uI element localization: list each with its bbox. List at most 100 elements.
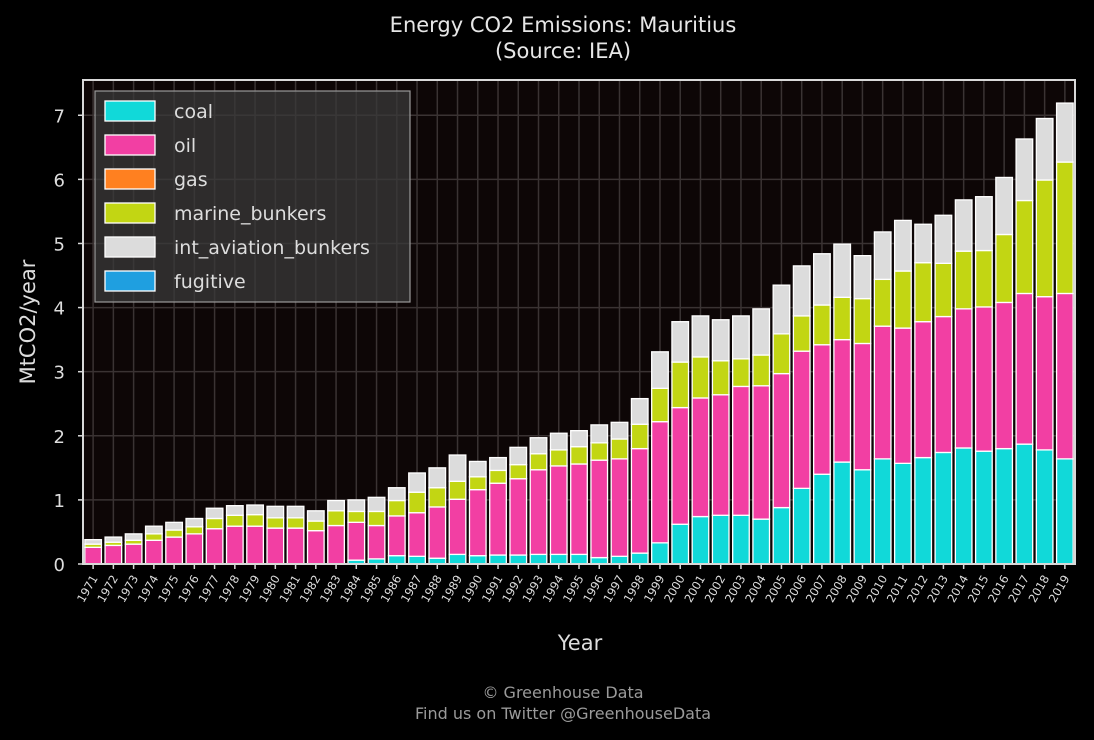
legend-swatch-oil — [104, 134, 156, 156]
bar-marine_bunkers-2000 — [671, 361, 690, 409]
bar-coal-2004 — [752, 518, 771, 565]
chart-title-block: Energy CO2 Emissions: Mauritius (Source:… — [0, 12, 1094, 64]
legend-swatch-int_aviation_bunkers — [104, 236, 156, 258]
bar-coal-2011 — [893, 462, 912, 565]
bar-oil-1989 — [448, 498, 467, 556]
bar-coal-1997 — [610, 555, 629, 565]
bar-oil-1986 — [387, 515, 406, 557]
bar-coal-2000 — [671, 523, 690, 565]
bar-oil-1975 — [165, 536, 184, 565]
bar-int_aviation_bunkers-2005 — [772, 284, 791, 335]
y-tick-label: 6 — [54, 170, 65, 191]
bar-int_aviation_bunkers-1974 — [144, 525, 163, 535]
bar-marine_bunkers-2005 — [772, 333, 791, 375]
bar-coal-2005 — [772, 506, 791, 565]
bar-oil-2004 — [752, 385, 771, 520]
y-tick-label: 7 — [54, 106, 65, 127]
bar-oil-1993 — [529, 469, 548, 556]
bar-coal-2019 — [1055, 458, 1074, 565]
legend-swatch-marine_bunkers — [104, 202, 156, 224]
bar-coal-2013 — [934, 451, 953, 565]
bar-marine_bunkers-1989 — [448, 480, 467, 500]
bar-int_aviation_bunkers-2011 — [893, 219, 912, 272]
bar-marine_bunkers-2014 — [954, 250, 973, 310]
bar-int_aviation_bunkers-1990 — [468, 460, 487, 478]
bar-coal-1990 — [468, 555, 487, 565]
y-axis-ticks: 0 1 2 3 4 5 6 7 — [54, 106, 83, 576]
bar-marine_bunkers-2006 — [792, 315, 811, 352]
credit-block: © Greenhouse Data Find us on Twitter @Gr… — [0, 682, 1094, 724]
bar-int_aviation_bunkers-1998 — [630, 397, 649, 425]
bar-oil-1982 — [306, 530, 325, 565]
bar-oil-1974 — [144, 539, 163, 565]
bar-int_aviation_bunkers-1981 — [286, 505, 305, 519]
bar-oil-2006 — [792, 350, 811, 490]
bar-int_aviation_bunkers-2019 — [1055, 102, 1074, 163]
legend-label-oil: oil — [174, 135, 196, 157]
bar-int_aviation_bunkers-1996 — [590, 424, 609, 444]
bar-marine_bunkers-1994 — [549, 449, 568, 467]
bar-int_aviation_bunkers-2016 — [995, 176, 1014, 236]
bar-oil-1977 — [205, 528, 224, 565]
bar-oil-1992 — [509, 478, 528, 556]
bar-int_aviation_bunkers-1972 — [104, 536, 123, 543]
bar-marine_bunkers-1988 — [428, 487, 447, 508]
bar-marine_bunkers-2015 — [974, 249, 993, 308]
legend-label-fugitive: fugitive — [174, 271, 246, 293]
bar-marine_bunkers-2018 — [1035, 179, 1054, 298]
x-tick-label: 2019 — [1046, 573, 1073, 605]
bar-int_aviation_bunkers-1983 — [327, 499, 346, 512]
bar-marine_bunkers-2019 — [1055, 161, 1074, 295]
y-tick-label: 2 — [54, 427, 65, 448]
bar-int_aviation_bunkers-1999 — [651, 351, 669, 389]
bar-coal-1999 — [651, 542, 669, 565]
bar-marine_bunkers-1991 — [489, 469, 507, 484]
bar-oil-2012 — [914, 321, 933, 459]
bar-int_aviation_bunkers-2008 — [833, 243, 852, 298]
bar-int_aviation_bunkers-1993 — [529, 437, 548, 455]
y-tick-label: 1 — [54, 491, 65, 512]
bar-coal-1994 — [549, 553, 568, 565]
bar-marine_bunkers-1979 — [246, 513, 265, 527]
legend-label-coal: coal — [174, 101, 213, 123]
bar-marine_bunkers-2017 — [1015, 199, 1034, 295]
bar-oil-1988 — [428, 506, 447, 559]
bar-oil-1994 — [549, 465, 568, 556]
bar-oil-1979 — [246, 525, 265, 565]
legend-label-marine_bunkers: marine_bunkers — [174, 203, 326, 225]
bar-int_aviation_bunkers-1987 — [408, 472, 426, 493]
bar-int_aviation_bunkers-1988 — [428, 467, 447, 489]
bar-int_aviation_bunkers-2006 — [792, 265, 811, 317]
bar-marine_bunkers-1996 — [590, 442, 609, 461]
bar-int_aviation_bunkers-2000 — [671, 321, 690, 363]
bar-marine_bunkers-1978 — [225, 514, 244, 527]
bar-int_aviation_bunkers-1989 — [448, 454, 467, 482]
bar-marine_bunkers-2011 — [893, 270, 912, 329]
bar-int_aviation_bunkers-2004 — [752, 308, 771, 356]
bar-marine_bunkers-2016 — [995, 233, 1014, 304]
legend: coal oil gas marine_bunkers int_aviation_bun… — [94, 90, 411, 303]
y-tick-label: 3 — [54, 363, 65, 384]
bar-marine_bunkers-1983 — [327, 510, 346, 527]
bar-coal-1995 — [570, 553, 588, 565]
bar-marine_bunkers-2007 — [812, 304, 831, 346]
bar-int_aviation_bunkers-1978 — [225, 505, 244, 516]
bar-int_aviation_bunkers-2003 — [732, 315, 750, 360]
bar-oil-2015 — [974, 306, 993, 452]
bar-marine_bunkers-1995 — [570, 446, 588, 465]
bar-marine_bunkers-1999 — [651, 387, 669, 423]
bar-marine_bunkers-1985 — [367, 510, 386, 527]
bar-oil-1999 — [651, 421, 669, 544]
bar-coal-2016 — [995, 447, 1014, 565]
legend-swatch-gas — [104, 168, 156, 190]
bar-marine_bunkers-2002 — [711, 360, 730, 396]
bar-oil-1995 — [570, 463, 588, 556]
bar-int_aviation_bunkers-1985 — [367, 496, 386, 513]
bar-oil-2010 — [873, 325, 892, 460]
bar-oil-1972 — [104, 544, 123, 565]
legend-swatch-coal — [104, 100, 156, 122]
bar-oil-2013 — [934, 315, 953, 454]
bar-coal-2008 — [833, 461, 852, 565]
bar-marine_bunkers-2004 — [752, 354, 771, 387]
y-tick-label: 0 — [54, 555, 65, 576]
